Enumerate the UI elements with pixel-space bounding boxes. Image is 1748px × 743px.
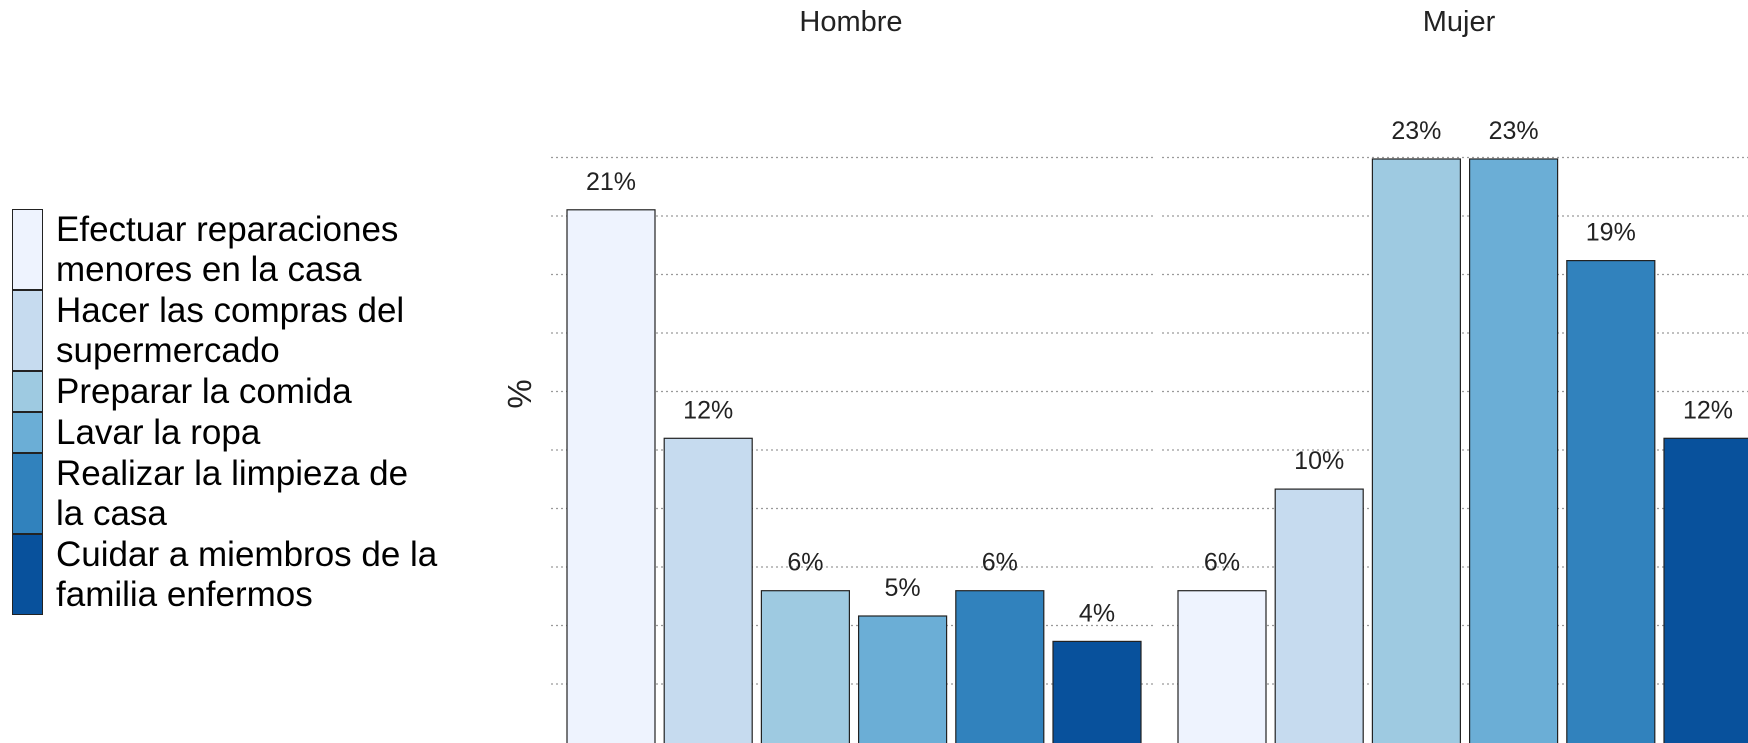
bar xyxy=(1663,437,1748,743)
bar-value-label: 12% xyxy=(683,396,733,424)
legend-label-line: Cuidar a miembros de la xyxy=(56,535,438,574)
bar xyxy=(1274,488,1364,743)
legend-label: Efectuar reparaciones menores en la casa xyxy=(56,209,398,290)
legend-item: Lavar la ropa xyxy=(12,412,482,453)
y-axis-label: % xyxy=(501,379,538,408)
legend-item: Realizar la limpieza de la casa xyxy=(12,453,482,534)
legend-swatch xyxy=(12,412,43,453)
legend-label: Realizar la limpieza de la casa xyxy=(56,453,408,534)
legend-label-line: Hacer las compras del xyxy=(56,291,405,330)
bar xyxy=(1468,158,1559,743)
legend-swatch xyxy=(12,453,43,534)
legend-label-line: menores en la casa xyxy=(56,250,362,289)
bar-value-label: 6% xyxy=(787,549,823,577)
bar-value-label: 5% xyxy=(885,574,921,602)
bar xyxy=(1371,158,1462,743)
legend-label: Lavar la ropa xyxy=(56,412,260,453)
legend-swatch xyxy=(12,290,43,371)
panel-title: Hombre xyxy=(799,6,902,38)
legend-label: Cuidar a miembros de la familia enfermos xyxy=(56,534,437,615)
legend-item: Hacer las compras del supermercado xyxy=(12,290,482,371)
bar xyxy=(663,437,753,743)
panel-title: Mujer xyxy=(1423,6,1496,38)
bar-value-label: 10% xyxy=(1294,447,1344,475)
bar xyxy=(1177,590,1267,743)
bar xyxy=(566,209,656,743)
legend-item: Cuidar a miembros de la familia enfermos xyxy=(12,534,482,615)
bar xyxy=(760,590,851,743)
legend-swatch xyxy=(12,534,43,615)
legend-swatch xyxy=(12,209,43,290)
bar-value-label: 23% xyxy=(1489,117,1539,145)
bar-value-label: 6% xyxy=(982,549,1018,577)
legend-item: Efectuar reparaciones menores en la casa xyxy=(12,209,482,290)
legend-label-line: Preparar la comida xyxy=(56,372,352,411)
bar xyxy=(1052,640,1142,743)
legend-item: Preparar la comida xyxy=(12,371,482,412)
panel-mujer: Mujer 6% 10% 23% 23% 19% 12% xyxy=(1162,6,1748,743)
bar xyxy=(857,615,948,743)
bar xyxy=(955,590,1045,743)
legend-label-line: supermercado xyxy=(56,331,280,370)
legend-label-line: la casa xyxy=(56,494,167,533)
legend-label: Hacer las compras del supermercado xyxy=(56,290,404,371)
legend-label-line: familia enfermos xyxy=(56,575,313,614)
legend-label: Preparar la comida xyxy=(56,371,352,412)
legend-label-line: Realizar la limpieza de xyxy=(56,454,409,493)
bar-value-label: 12% xyxy=(1683,396,1733,424)
legend-label-line: Efectuar reparaciones xyxy=(56,210,399,249)
panel-hombre: Hombre 21% 12% 6% 5% 6% 4% xyxy=(551,6,1154,743)
bar-value-label: 21% xyxy=(586,168,636,196)
bar-value-label: 6% xyxy=(1204,549,1240,577)
legend-label-line: Lavar la ropa xyxy=(56,413,261,452)
bar-value-label: 23% xyxy=(1391,117,1441,145)
bar-value-label: 19% xyxy=(1586,219,1636,247)
bar-value-label: 4% xyxy=(1079,599,1115,627)
bar xyxy=(1566,260,1656,743)
legend: Efectuar reparaciones menores en la casa H… xyxy=(12,209,482,615)
legend-swatch xyxy=(12,371,43,412)
